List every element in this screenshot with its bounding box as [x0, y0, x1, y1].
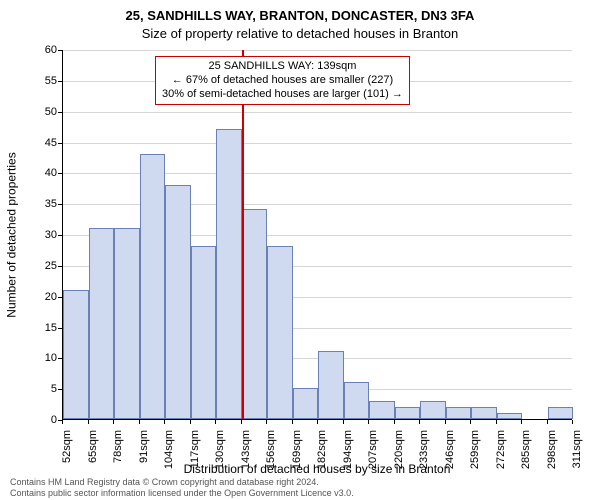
x-tick-mark: [292, 420, 293, 424]
y-tick-label: 5: [17, 383, 57, 395]
histogram-bar: [395, 407, 421, 419]
x-tick-mark: [190, 420, 191, 424]
x-tick-mark: [266, 420, 267, 424]
x-tick-mark: [496, 420, 497, 424]
y-tick-label: 40: [17, 167, 57, 179]
chart-subtitle: Size of property relative to detached ho…: [0, 26, 600, 41]
y-tick-label: 50: [17, 106, 57, 118]
histogram-bar: [369, 401, 395, 420]
x-tick-mark: [470, 420, 471, 424]
histogram-bar: [497, 413, 523, 419]
y-tick-mark: [58, 266, 62, 267]
y-tick-mark: [58, 235, 62, 236]
histogram-bar: [89, 228, 115, 419]
x-tick-label: 91sqm: [138, 430, 150, 463]
x-tick-label: 65sqm: [87, 430, 99, 463]
x-tick-mark: [62, 420, 63, 424]
x-tick-mark: [215, 420, 216, 424]
footer-attribution: Contains HM Land Registry data © Crown c…: [10, 477, 354, 498]
histogram-bar: [165, 185, 191, 419]
x-tick-mark: [139, 420, 140, 424]
y-tick-mark: [58, 297, 62, 298]
x-tick-mark: [164, 420, 165, 424]
x-tick-mark: [113, 420, 114, 424]
x-tick-label: 78sqm: [112, 430, 124, 463]
histogram-bar: [446, 407, 472, 419]
x-tick-mark: [521, 420, 522, 424]
histogram-bar: [293, 388, 319, 419]
histogram-bar: [191, 246, 217, 419]
histogram-bar: [63, 290, 89, 420]
x-tick-mark: [394, 420, 395, 424]
y-tick-label: 45: [17, 137, 57, 149]
subject-property-marker: [242, 50, 244, 419]
x-tick-mark: [572, 420, 573, 424]
x-tick-mark: [317, 420, 318, 424]
y-tick-mark: [58, 81, 62, 82]
annotation-line: 30% of semi-detached houses are larger (…: [162, 88, 403, 102]
y-tick-label: 60: [17, 44, 57, 56]
gridline: [63, 50, 572, 51]
x-tick-mark: [547, 420, 548, 424]
histogram-bar: [267, 246, 293, 419]
histogram-bar: [318, 351, 344, 419]
x-tick-label: 52sqm: [61, 430, 73, 463]
histogram-bar: [344, 382, 370, 419]
y-tick-label: 35: [17, 198, 57, 210]
y-tick-mark: [58, 328, 62, 329]
chart-title-address: 25, SANDHILLS WAY, BRANTON, DONCASTER, D…: [0, 8, 600, 23]
y-tick-mark: [58, 50, 62, 51]
histogram-bar: [471, 407, 497, 419]
y-tick-mark: [58, 204, 62, 205]
x-tick-mark: [88, 420, 89, 424]
y-tick-label: 30: [17, 229, 57, 241]
footer-line-1: Contains HM Land Registry data © Crown c…: [10, 477, 354, 487]
x-tick-mark: [419, 420, 420, 424]
y-tick-label: 10: [17, 352, 57, 364]
y-tick-label: 20: [17, 291, 57, 303]
x-tick-mark: [241, 420, 242, 424]
histogram-bar: [114, 228, 140, 419]
annotation-line: ← 67% of detached houses are smaller (22…: [162, 74, 403, 88]
gridline: [63, 143, 572, 144]
gridline: [63, 112, 572, 113]
histogram-bar: [216, 129, 242, 419]
footer-line-2: Contains public sector information licen…: [10, 488, 354, 498]
x-tick-mark: [368, 420, 369, 424]
y-tick-label: 0: [17, 414, 57, 426]
x-tick-label: 311sqm: [571, 430, 583, 468]
y-tick-mark: [58, 112, 62, 113]
x-tick-mark: [343, 420, 344, 424]
y-tick-mark: [58, 173, 62, 174]
y-tick-label: 15: [17, 322, 57, 334]
property-size-histogram: 25, SANDHILLS WAY, BRANTON, DONCASTER, D…: [0, 0, 600, 500]
x-tick-mark: [445, 420, 446, 424]
histogram-bar: [420, 401, 446, 420]
histogram-bar: [140, 154, 166, 419]
y-tick-mark: [58, 389, 62, 390]
plot-area: 25 SANDHILLS WAY: 139sqm← 67% of detache…: [62, 50, 572, 420]
y-tick-label: 55: [17, 75, 57, 87]
x-axis-label: Distribution of detached houses by size …: [62, 462, 572, 476]
histogram-bar: [548, 407, 574, 419]
annotation-line: 25 SANDHILLS WAY: 139sqm: [162, 60, 403, 74]
y-tick-mark: [58, 143, 62, 144]
y-tick-label: 25: [17, 260, 57, 272]
y-tick-mark: [58, 358, 62, 359]
histogram-bar: [242, 209, 268, 419]
annotation-box: 25 SANDHILLS WAY: 139sqm← 67% of detache…: [155, 56, 410, 105]
